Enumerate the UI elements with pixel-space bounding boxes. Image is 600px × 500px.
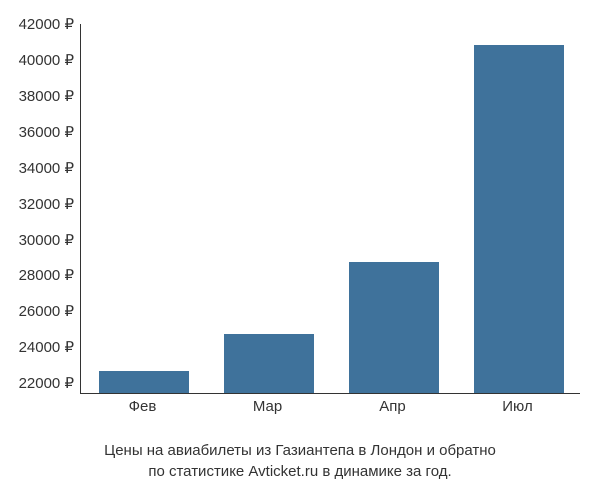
y-tick-label: 34000 ₽ [19, 159, 74, 177]
caption-line-1: Цены на авиабилеты из Газиантепа в Лондо… [0, 440, 600, 461]
bar [474, 45, 564, 393]
x-tick-label: Фев [129, 398, 157, 415]
bar [349, 262, 439, 393]
y-tick-label: 42000 ₽ [19, 15, 74, 33]
bar [99, 371, 189, 393]
y-tick-label: 36000 ₽ [19, 123, 74, 141]
y-tick-label: 32000 ₽ [19, 195, 74, 213]
y-tick-label: 26000 ₽ [19, 302, 74, 320]
price-chart: 22000 ₽ 24000 ₽ 26000 ₽ 28000 ₽ 30000 ₽ 32000… [0, 0, 600, 500]
chart-caption: Цены на авиабилеты из Газиантепа в Лондо… [0, 440, 600, 482]
plot-area [80, 24, 580, 394]
x-tick-label: Июл [502, 398, 532, 415]
y-tick-label: 22000 ₽ [19, 374, 74, 392]
y-tick-label: 30000 ₽ [19, 231, 74, 249]
x-tick-label: Мар [253, 398, 282, 415]
y-tick-label: 38000 ₽ [19, 87, 74, 105]
x-tick-label: Апр [379, 398, 405, 415]
bar [224, 334, 314, 393]
y-tick-label: 28000 ₽ [19, 266, 74, 284]
y-tick-label: 40000 ₽ [19, 51, 74, 69]
y-tick-label: 24000 ₽ [19, 338, 74, 356]
caption-line-2: по статистике Avticket.ru в динамике за … [0, 461, 600, 482]
